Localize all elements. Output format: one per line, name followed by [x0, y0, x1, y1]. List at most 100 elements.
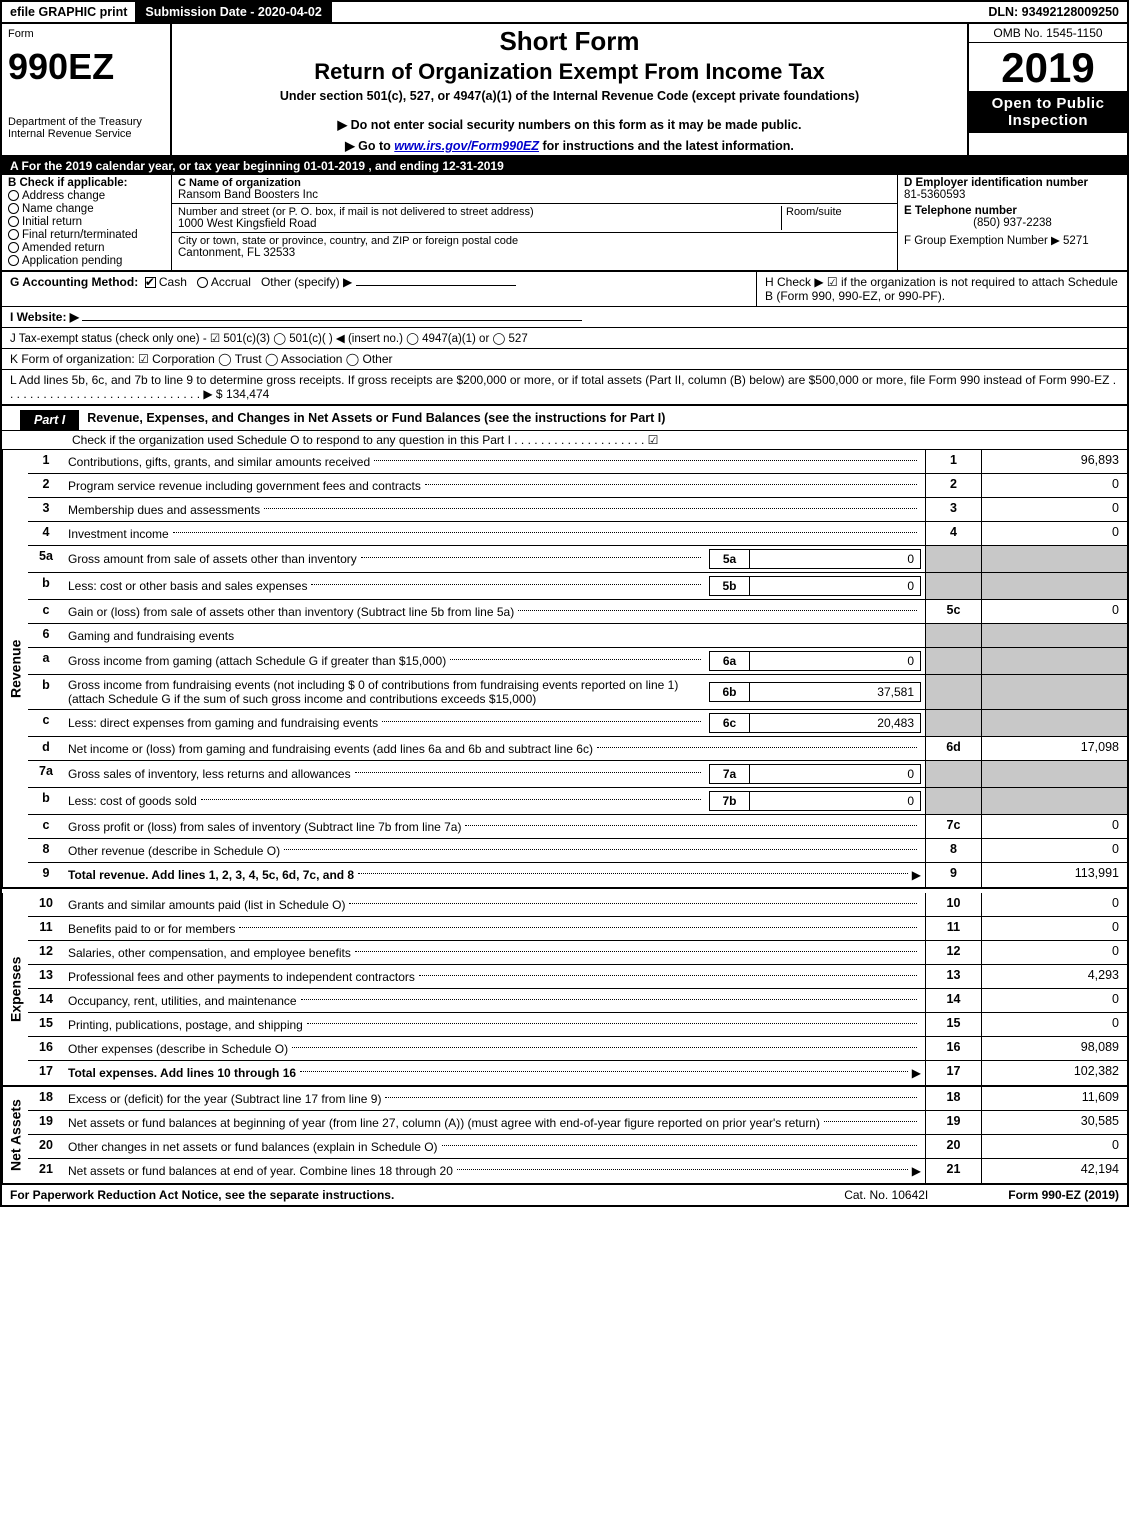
line-10: 10Grants and similar amounts paid (list … — [28, 893, 1127, 917]
dln: DLN: 93492128009250 — [980, 2, 1127, 22]
opt-final-return[interactable]: Final return/terminated — [8, 229, 165, 241]
line-value: 42,194 — [981, 1159, 1127, 1183]
section-b: B Check if applicable: Address change Na… — [2, 175, 172, 270]
line-value: 102,382 — [981, 1061, 1127, 1085]
line-desc: Occupancy, rent, utilities, and maintena… — [64, 989, 925, 1012]
line-desc: Gross sales of inventory, less returns a… — [64, 761, 925, 787]
form-number: 990EZ — [8, 46, 164, 88]
revenue-sidelabel: Revenue — [2, 450, 28, 887]
omb: OMB No. 1545-1150 — [969, 24, 1127, 43]
line-box-number: 2 — [925, 474, 981, 497]
line-number: 1 — [28, 450, 64, 473]
submission-date: Submission Date - 2020-04-02 — [137, 2, 331, 22]
line-value: 0 — [981, 941, 1127, 964]
line-11: 11Benefits paid to or for members110 — [28, 917, 1127, 941]
line-number: 11 — [28, 917, 64, 940]
line-number: 6 — [28, 624, 64, 647]
line-value: 0 — [981, 917, 1127, 940]
line-number: 13 — [28, 965, 64, 988]
line-number: 12 — [28, 941, 64, 964]
inline-box-7a: 7a0 — [709, 764, 921, 784]
line-number: 10 — [28, 893, 64, 916]
line-desc: Less: direct expenses from gaming and fu… — [64, 710, 925, 736]
line-number: 16 — [28, 1037, 64, 1060]
line-box-number: 1 — [925, 450, 981, 473]
line-number: 20 — [28, 1135, 64, 1158]
line-box-number — [925, 675, 981, 709]
line-desc: Gross profit or (loss) from sales of inv… — [64, 815, 925, 838]
irs-link[interactable]: www.irs.gov/Form990EZ — [394, 139, 539, 153]
line-16: 16Other expenses (describe in Schedule O… — [28, 1037, 1127, 1061]
line-number: 21 — [28, 1159, 64, 1183]
line-value: 0 — [981, 893, 1127, 916]
cat-no: Cat. No. 10642I — [844, 1188, 928, 1202]
line-number: 18 — [28, 1087, 64, 1110]
org-name: Ransom Band Boosters Inc — [178, 189, 891, 201]
line-box-number — [925, 761, 981, 787]
dept-label: Department of the Treasury — [8, 116, 164, 128]
opt-initial-return[interactable]: Initial return — [8, 216, 165, 228]
line-box-number — [925, 546, 981, 572]
line-box-number: 13 — [925, 965, 981, 988]
line-17: 17Total expenses. Add lines 10 through 1… — [28, 1061, 1127, 1085]
line-7b: bLess: cost of goods sold7b0 — [28, 788, 1127, 815]
line-box-number — [925, 573, 981, 599]
info-grid: B Check if applicable: Address change Na… — [0, 175, 1129, 272]
row-j: J Tax-exempt status (check only one) - ☑… — [0, 328, 1129, 349]
tax-year: 2019 — [969, 43, 1127, 91]
line-box-number: 11 — [925, 917, 981, 940]
revenue-block: Revenue 1Contributions, gifts, grants, a… — [0, 450, 1129, 889]
line-number: 14 — [28, 989, 64, 1012]
main-title: Return of Organization Exempt From Incom… — [176, 59, 963, 85]
accounting-method: G Accounting Method: Cash Accrual Other … — [2, 272, 757, 306]
line-desc: Gross income from fundraising events (no… — [64, 675, 925, 709]
part-i-header: Part I Revenue, Expenses, and Changes in… — [0, 406, 1129, 431]
line-value: 98,089 — [981, 1037, 1127, 1060]
line-desc: Gaming and fundraising events — [64, 624, 925, 647]
line-14: 14Occupancy, rent, utilities, and mainte… — [28, 989, 1127, 1013]
line-20: 20Other changes in net assets or fund ba… — [28, 1135, 1127, 1159]
line-19: 19Net assets or fund balances at beginni… — [28, 1111, 1127, 1135]
line-desc: Investment income — [64, 522, 925, 545]
line-box-number: 17 — [925, 1061, 981, 1085]
note-ssn: ▶ Do not enter social security numbers o… — [176, 117, 963, 132]
opt-app-pending[interactable]: Application pending — [8, 255, 165, 267]
accrual-radio[interactable] — [197, 277, 208, 288]
line-value: 0 — [981, 1013, 1127, 1036]
line-4: 4Investment income40 — [28, 522, 1127, 546]
row-i: I Website: ▶ — [0, 307, 1129, 328]
line-desc: Less: cost or other basis and sales expe… — [64, 573, 925, 599]
line-value: 11,609 — [981, 1087, 1127, 1110]
line-desc: Less: cost of goods sold7b0 — [64, 788, 925, 814]
opt-amended[interactable]: Amended return — [8, 242, 165, 254]
netassets-block: Net Assets 18Excess or (deficit) for the… — [0, 1087, 1129, 1185]
line-box-number: 18 — [925, 1087, 981, 1110]
line-value — [981, 648, 1127, 674]
line-value: 17,098 — [981, 737, 1127, 760]
line-5b: bLess: cost or other basis and sales exp… — [28, 573, 1127, 600]
line-6c: cLess: direct expenses from gaming and f… — [28, 710, 1127, 737]
line-number: d — [28, 737, 64, 760]
city-state-zip: Cantonment, FL 32533 — [178, 247, 891, 259]
line-8: 8Other revenue (describe in Schedule O)8… — [28, 839, 1127, 863]
row-l: L Add lines 5b, 6c, and 7b to line 9 to … — [0, 370, 1129, 406]
line-number: a — [28, 648, 64, 674]
opt-address-change[interactable]: Address change — [8, 190, 165, 202]
line-box-number: 7c — [925, 815, 981, 838]
line-number: c — [28, 710, 64, 736]
line-desc: Other changes in net assets or fund bala… — [64, 1135, 925, 1158]
netassets-sidelabel: Net Assets — [2, 1087, 28, 1183]
line-6a: aGross income from gaming (attach Schedu… — [28, 648, 1127, 675]
line-number: 4 — [28, 522, 64, 545]
efile-label: efile GRAPHIC print — [2, 2, 137, 22]
line-9: 9Total revenue. Add lines 1, 2, 3, 4, 5c… — [28, 863, 1127, 887]
cash-checkbox[interactable] — [145, 277, 156, 288]
opt-name-change[interactable]: Name change — [8, 203, 165, 215]
line-18: 18Excess or (deficit) for the year (Subt… — [28, 1087, 1127, 1111]
line-value: 0 — [981, 522, 1127, 545]
ein: 81-5360593 — [904, 189, 1121, 201]
form-header: Form 990EZ Department of the Treasury In… — [0, 22, 1129, 157]
header-left: Form 990EZ Department of the Treasury In… — [2, 24, 172, 155]
line-box-number: 14 — [925, 989, 981, 1012]
schedule-b-check: H Check ▶ ☑ if the organization is not r… — [757, 272, 1127, 306]
